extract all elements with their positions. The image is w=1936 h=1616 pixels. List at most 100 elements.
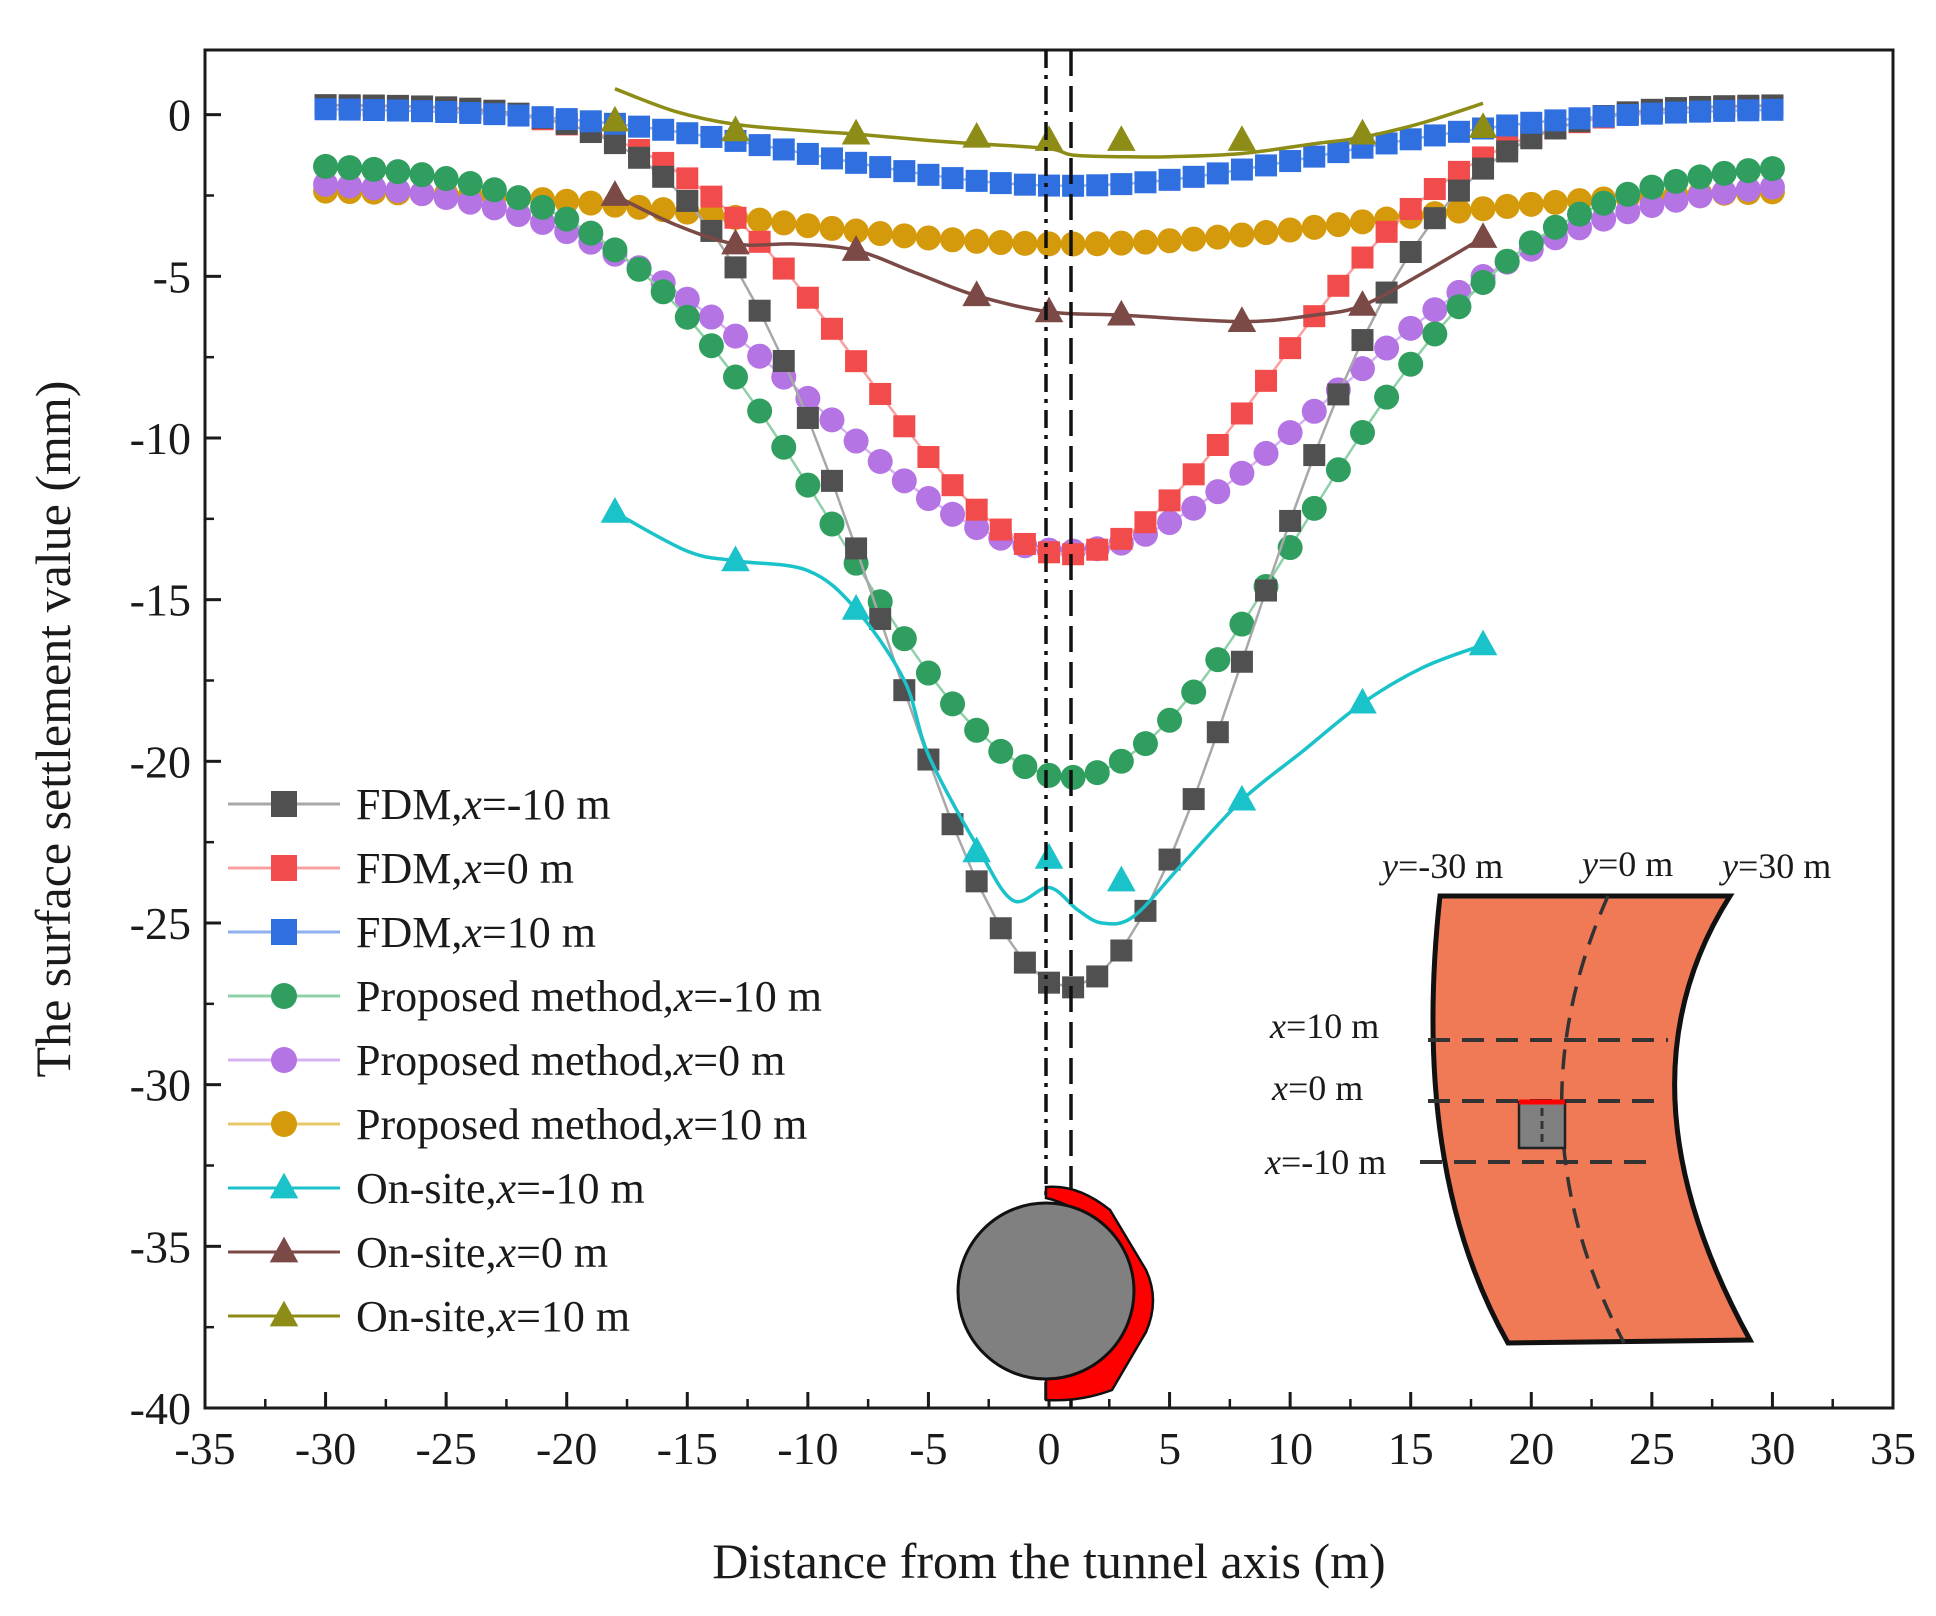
data-point [1134,899,1157,922]
data-point [362,99,385,122]
data-point [723,364,749,390]
data-point [869,607,892,630]
data-point [941,167,964,190]
data-point [483,103,506,126]
data-point [361,175,387,201]
data-point [530,194,556,220]
data-point [747,207,773,233]
data-point [628,115,651,138]
x-tick-label: 35 [1870,1423,1916,1474]
legend-item: On-site,x=10 m [228,1292,630,1341]
data-point [1687,183,1713,209]
data-point [1158,168,1181,191]
y-tick-label: -25 [130,898,191,949]
data-point [1036,231,1062,257]
data-point [1301,495,1327,521]
data-point [867,221,893,247]
data-point [795,472,821,498]
data-point [674,286,700,312]
data-point [962,280,991,307]
data-point [772,257,795,280]
y-axis-title: The surface settlement value (mm) [25,381,81,1078]
data-point [1423,207,1446,230]
data-point [271,1047,297,1073]
data-point [893,160,916,183]
data-point [940,227,966,253]
data-point [1227,125,1257,151]
data-point [1518,230,1544,256]
data-point [1134,171,1157,194]
data-point [964,228,990,254]
inset-label-x-minus10: x=-10 m [1264,1142,1386,1182]
legend-label: FDM,x=0 m [356,844,574,893]
data-point [845,350,868,373]
data-point [1447,160,1470,183]
tunnel-illustration [956,1185,1155,1402]
x-tick-label: -30 [295,1423,356,1474]
data-point [819,511,845,537]
data-point [676,167,699,190]
series-line [325,104,1773,556]
data-point [337,155,363,181]
data-point [459,101,482,124]
data-point [1205,479,1231,505]
data-point [940,691,966,717]
series-8 [600,87,1498,159]
data-point [1181,495,1207,521]
data-point [1132,731,1158,757]
data-point [1013,532,1036,555]
data-point [771,434,797,460]
data-point [795,213,821,239]
data-point [917,163,940,186]
data-point [1158,848,1181,871]
data-point [841,235,871,261]
data-point [269,1300,299,1327]
data-point [1110,173,1133,196]
data-point [1110,939,1133,962]
data-point [1446,294,1472,320]
data-point [1229,611,1255,637]
data-point [1518,191,1544,217]
legend-label: FDM,x=10 m [356,908,596,957]
data-point [1277,420,1303,446]
data-point [1544,109,1567,132]
data-point [457,171,483,197]
data-point [1374,384,1400,410]
data-point [1158,489,1181,512]
data-point [1398,351,1424,377]
data-point [721,545,750,572]
data-point [1012,230,1038,256]
data-point [962,836,991,863]
inset-label-y-minus30: y=-30 m [1379,846,1503,886]
data-point [337,173,363,199]
data-point [915,486,941,512]
data-point [1663,168,1689,194]
data-point [481,195,507,221]
data-point [989,917,1012,940]
data-point [650,279,676,305]
data-point [1735,176,1761,202]
y-tick-label: -30 [130,1060,191,1111]
data-point [555,108,578,131]
data-point [433,166,459,192]
data-point [1060,764,1086,790]
x-tick-label: -35 [174,1423,235,1474]
data-point [1279,150,1302,173]
data-point [700,125,723,148]
data-point [843,428,869,454]
data-point [1616,103,1639,126]
data-point [1592,105,1615,128]
data-point [1205,647,1231,673]
data-point [1349,419,1375,445]
legend-label: FDM,x=-10 m [356,780,611,829]
data-point [1348,118,1377,145]
data-point [1711,179,1737,205]
data-point [1568,107,1591,130]
x-axis-title: Distance from the tunnel axis (m) [712,1533,1385,1589]
data-point [271,791,297,817]
data-point [271,855,297,881]
data-point [1759,156,1785,182]
data-point [1615,181,1641,207]
data-point [1735,158,1761,184]
data-point [361,156,387,182]
